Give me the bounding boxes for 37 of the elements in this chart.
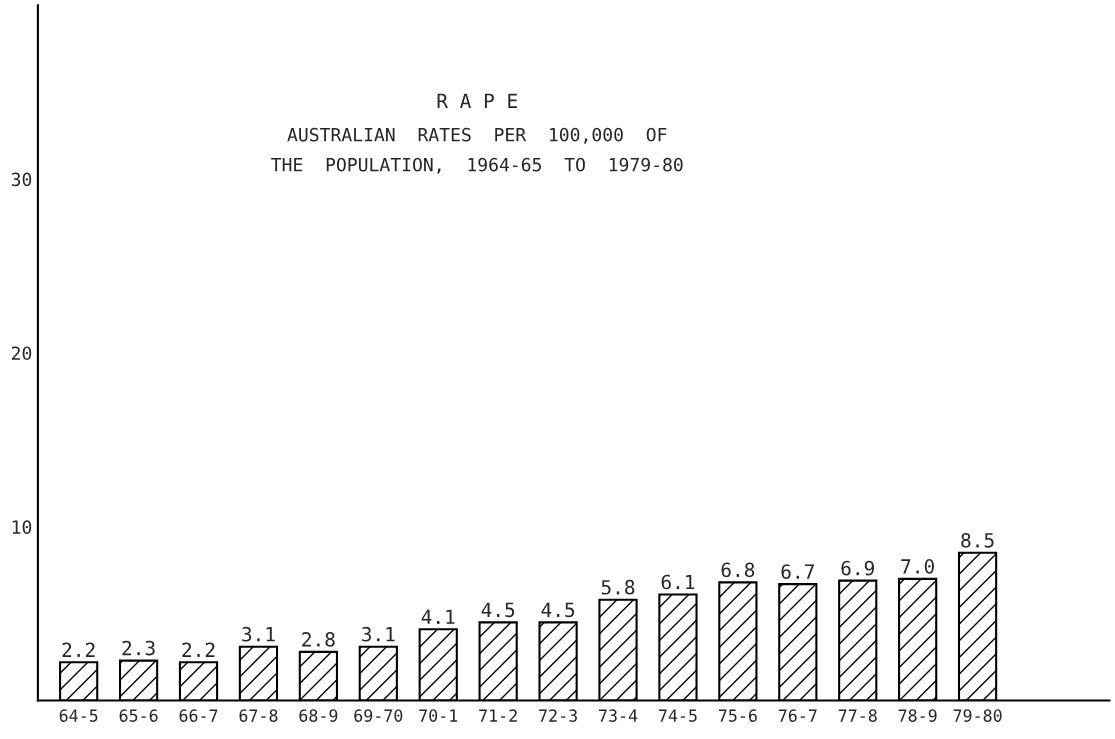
data-label: 2.2 xyxy=(182,642,215,657)
x-tick-label: 70-1 xyxy=(419,709,458,722)
x-tick-label: 66-7 xyxy=(179,709,218,722)
x-tick-label: 75-6 xyxy=(718,709,757,722)
text: R A P E xyxy=(437,93,517,108)
data-label: 5.8 xyxy=(601,579,635,595)
data-label: 6.7 xyxy=(781,564,814,579)
x-tick-label: 79-80 xyxy=(953,709,1002,722)
data-label: 4.5 xyxy=(481,602,515,618)
data-label: 6.9 xyxy=(841,560,874,576)
text: AUSTRALIAN RATES PER 100,000 OF THE POPULATION, 1964-65 TO 1979-80 xyxy=(271,127,683,174)
x-tick-label: 76-7 xyxy=(778,709,817,722)
data-label: 4.5 xyxy=(541,602,575,618)
data-label: 4.1 xyxy=(421,609,455,624)
data-label: 7.0 xyxy=(901,559,934,574)
x-tick-label: 68-9 xyxy=(299,709,338,722)
x-tick-label: 67-8 xyxy=(239,709,278,722)
x-tick-label: 65-6 xyxy=(119,709,158,722)
x-tick-label: 77-8 xyxy=(838,709,877,722)
y-tick-label: 20 xyxy=(11,346,32,361)
x-tick-label: 69-70 xyxy=(354,709,403,722)
x-tick-label: 74-5 xyxy=(659,709,697,722)
data-label: 3.1 xyxy=(242,626,275,642)
data-label: 2.3 xyxy=(122,640,155,656)
data-label: 3.1 xyxy=(362,626,395,642)
data-label: 2.8 xyxy=(302,632,335,647)
y-tick-label: 10 xyxy=(12,520,32,534)
x-tick-label: 71-2 xyxy=(479,709,517,722)
data-label: 2.2 xyxy=(62,642,95,657)
data-label: 8.5 xyxy=(961,532,994,548)
data-label: 6.8 xyxy=(721,562,755,578)
y-tick-label: 30 xyxy=(11,172,32,187)
x-tick-label: 64-5 xyxy=(59,709,98,722)
data-label: 6.1 xyxy=(661,574,695,590)
x-tick-label: 73-4 xyxy=(599,709,638,722)
x-tick-label: 72-3 xyxy=(539,709,577,722)
x-tick-label: 78-9 xyxy=(898,709,937,722)
